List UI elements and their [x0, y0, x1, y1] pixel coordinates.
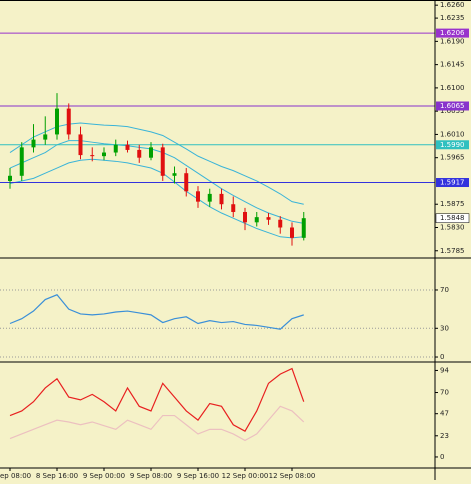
- y-tick-label: 1.6190: [440, 37, 465, 45]
- level-label: 1.6065: [440, 102, 465, 110]
- indicator-line: [9, 405, 305, 442]
- candle-body: [254, 217, 259, 223]
- y-tick-label: 1.5875: [440, 200, 465, 208]
- y-tick-label: 94: [440, 366, 449, 374]
- candle-body: [266, 217, 271, 220]
- level-label: 1.5990: [440, 141, 465, 149]
- x-tick-label: 12 Sep 08:00: [269, 472, 316, 480]
- y-tick-label: 0: [440, 353, 444, 361]
- y-tick-label: 47: [440, 410, 449, 418]
- y-tick-label: 70: [440, 389, 449, 397]
- last-price-label: 1.5848: [440, 214, 465, 222]
- level-label: 1.5917: [440, 179, 465, 187]
- candle-body: [207, 193, 212, 202]
- candle-body: [31, 139, 36, 148]
- y-tick-label: 1.6260: [440, 1, 465, 9]
- y-tick-label: 1.6145: [440, 61, 465, 69]
- candle-body: [301, 218, 306, 238]
- candle-body: [196, 191, 200, 202]
- candle-body: [90, 155, 95, 157]
- candle-body: [278, 219, 283, 228]
- candle-body: [149, 147, 153, 158]
- candle-body: [219, 193, 224, 205]
- x-tick-label: 9 Sep 00:00: [83, 472, 125, 480]
- y-tick-label: 1.5965: [440, 154, 465, 162]
- level-box: [436, 178, 469, 188]
- candle-body: [125, 144, 130, 150]
- candle-body: [137, 149, 142, 158]
- candle-body: [66, 108, 71, 135]
- level-box: [436, 140, 469, 150]
- candle-body: [8, 175, 12, 181]
- candle-body: [55, 108, 59, 135]
- candle-body: [43, 134, 48, 140]
- level-box: [436, 101, 469, 111]
- level-box: [436, 28, 469, 38]
- candle-body: [184, 173, 189, 192]
- candle-body: [19, 147, 24, 176]
- last-price-box: [435, 213, 470, 223]
- candle-body: [243, 211, 247, 223]
- band-line: [9, 140, 304, 224]
- candle-body: [113, 144, 118, 153]
- y-tick-label: 1.6010: [440, 130, 465, 138]
- y-tick-label: 0: [440, 453, 444, 461]
- level-label: 1.6206: [440, 29, 465, 37]
- candle-body: [231, 204, 236, 212]
- x-tick-label: 8 Sep 08:00: [0, 472, 31, 480]
- x-tick-label: 8 Sep 16:00: [36, 472, 78, 480]
- y-tick-label: 1.6055: [440, 107, 465, 115]
- y-tick-label: 1.6100: [440, 84, 465, 92]
- x-tick-label: 12 Sep 00:00: [222, 472, 269, 480]
- x-tick-label: 9 Sep 08:00: [130, 472, 172, 480]
- candle-body: [78, 134, 83, 156]
- indicator-line: [9, 367, 305, 432]
- y-tick-label: 30: [440, 324, 449, 332]
- candle-body: [160, 147, 165, 176]
- y-tick-label: 1.6235: [440, 14, 465, 22]
- y-tick-label: 1.5830: [440, 223, 465, 231]
- band-line: [9, 158, 304, 239]
- y-tick-label: 23: [440, 432, 449, 440]
- candle-body: [290, 227, 294, 238]
- y-tick-label: 70: [440, 286, 449, 294]
- candle-body: [102, 152, 106, 157]
- candle-body: [172, 173, 177, 176]
- y-tick-label: 1.5785: [440, 247, 465, 255]
- x-tick-label: 9 Sep 16:00: [177, 472, 219, 480]
- indicator-line: [9, 294, 304, 330]
